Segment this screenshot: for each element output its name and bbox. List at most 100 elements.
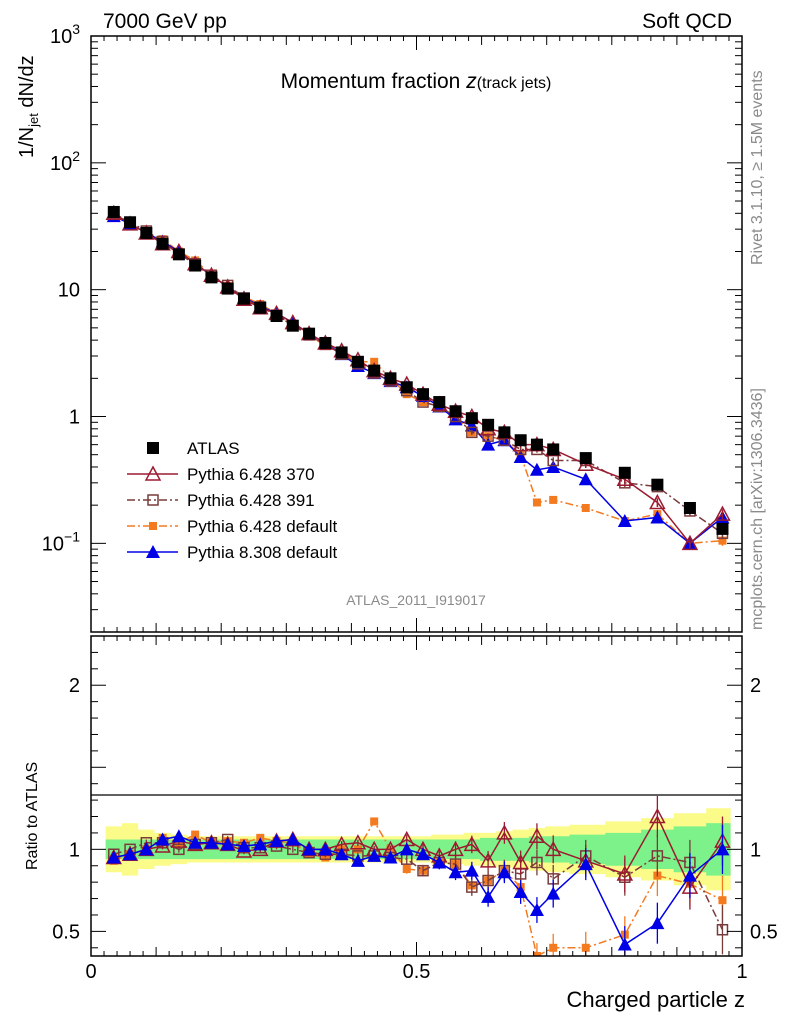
ratio-point bbox=[399, 842, 414, 856]
ratio-point bbox=[479, 852, 497, 868]
data-point bbox=[482, 418, 495, 431]
data-point bbox=[547, 443, 560, 456]
ratio-point bbox=[154, 837, 171, 853]
ratio-point bbox=[318, 842, 333, 856]
ratio-bands bbox=[105, 808, 731, 891]
chart-title-sub: (track jets) bbox=[477, 75, 552, 92]
data-point bbox=[449, 405, 462, 418]
y-tick-label: 103 bbox=[50, 21, 80, 48]
ratio-point bbox=[402, 865, 411, 874]
legend-entry: Pythia 6.428 default bbox=[127, 517, 338, 536]
data-point bbox=[617, 514, 632, 528]
ratio-point bbox=[220, 837, 235, 851]
data-point bbox=[156, 237, 169, 250]
legend-label: Pythia 6.428 default bbox=[187, 517, 338, 536]
chart-title-var: z bbox=[465, 70, 477, 93]
data-point bbox=[286, 319, 299, 332]
ratio-point bbox=[269, 834, 284, 848]
ratio-series bbox=[105, 796, 731, 956]
ratio-point bbox=[302, 842, 317, 856]
ratio-point bbox=[578, 857, 593, 871]
legend-entry: Pythia 8.308 default bbox=[127, 543, 338, 562]
ratio-point bbox=[529, 903, 544, 917]
y-tick-label: 10−1 bbox=[42, 528, 80, 555]
ratio-ticks: 0 0.5 10.5 0.51 12 2 bbox=[52, 635, 778, 983]
data-point bbox=[402, 390, 411, 399]
rivet-version-label: Rivet 3.1.10, ≥ 1.5M events bbox=[749, 70, 766, 265]
ratio-point bbox=[651, 850, 664, 862]
legend-label: Pythia 6.428 391 bbox=[187, 491, 315, 510]
data-point bbox=[465, 412, 478, 425]
legend-entry: Pythia 6.428 391 bbox=[127, 491, 315, 510]
ratio-y-tick-label: 1 bbox=[69, 839, 80, 861]
ratio-point bbox=[188, 835, 203, 849]
y-tick-label: 1 bbox=[69, 407, 80, 429]
ratio-point bbox=[236, 839, 251, 853]
ratio-point bbox=[581, 943, 590, 952]
ratio-y-tick-label-right: 0.5 bbox=[750, 921, 778, 943]
series-pythia-6-428-391 bbox=[108, 207, 729, 540]
ratio-point bbox=[334, 847, 349, 861]
ratio-point bbox=[512, 853, 529, 870]
ratio-point bbox=[531, 856, 543, 869]
chart-title-main: Momentum fraction bbox=[281, 70, 467, 93]
data-point bbox=[514, 434, 527, 447]
ratio-point bbox=[171, 829, 186, 843]
series-atlas bbox=[107, 205, 729, 535]
data-point bbox=[578, 472, 593, 486]
data-point bbox=[319, 336, 332, 349]
x-tick-label: 0.5 bbox=[403, 961, 431, 983]
chart-title: Momentum fraction z(track jets) bbox=[281, 70, 552, 93]
ratio-point bbox=[649, 807, 666, 824]
ratio-point bbox=[482, 874, 494, 887]
data-point bbox=[140, 226, 153, 239]
y-tick-label: 10 bbox=[58, 280, 80, 302]
analysis-label: ATLAS_2011_I919017 bbox=[346, 592, 486, 608]
data-point bbox=[650, 510, 665, 524]
ratio-point bbox=[616, 865, 634, 881]
x-tick-label: 0 bbox=[85, 961, 96, 983]
data-point bbox=[368, 364, 381, 377]
legend-marker bbox=[149, 522, 157, 530]
data-point bbox=[124, 216, 137, 229]
legend-entry: Pythia 6.428 370 bbox=[127, 465, 315, 484]
legend-marker bbox=[147, 442, 159, 454]
ratio-point bbox=[528, 827, 546, 843]
data-point bbox=[335, 346, 348, 359]
ratio-y-tick-label-right: 2 bbox=[750, 675, 761, 697]
ratio-point bbox=[716, 923, 729, 936]
ratio-point bbox=[497, 865, 512, 879]
data-point bbox=[651, 478, 664, 491]
ratio-point bbox=[123, 847, 138, 861]
data-point bbox=[237, 292, 250, 305]
ratio-point bbox=[447, 840, 464, 857]
ratio-point bbox=[448, 865, 463, 879]
data-point bbox=[221, 282, 234, 295]
ratio-point bbox=[650, 916, 665, 930]
data-point bbox=[205, 271, 218, 284]
data-point bbox=[351, 355, 364, 368]
data-point bbox=[270, 310, 283, 323]
data-point bbox=[370, 357, 379, 366]
data-point bbox=[481, 437, 496, 451]
ratio-y-axis-label: Ratio to ATLAS bbox=[24, 762, 41, 870]
ratio-point bbox=[532, 952, 541, 956]
data-point bbox=[546, 459, 561, 473]
data-point bbox=[718, 536, 727, 545]
legend-label: Pythia 8.308 default bbox=[187, 543, 338, 562]
ratio-point bbox=[106, 850, 121, 864]
data-point bbox=[530, 438, 543, 451]
ratio-point bbox=[204, 835, 219, 849]
data-point bbox=[549, 495, 558, 504]
y-tick-label: 102 bbox=[50, 148, 80, 175]
x-tick-label: 1 bbox=[736, 961, 747, 983]
ratio-panel: 0 0.5 10.5 0.51 12 2 bbox=[52, 635, 778, 983]
data-point bbox=[384, 372, 397, 385]
data-point bbox=[529, 462, 544, 476]
ratio-point bbox=[416, 847, 431, 861]
top-panel: Momentum fraction z(track jets) ATLAS_20… bbox=[42, 21, 743, 633]
data-point bbox=[649, 493, 666, 510]
header-beam-label: 7000 GeV pp bbox=[103, 10, 227, 33]
